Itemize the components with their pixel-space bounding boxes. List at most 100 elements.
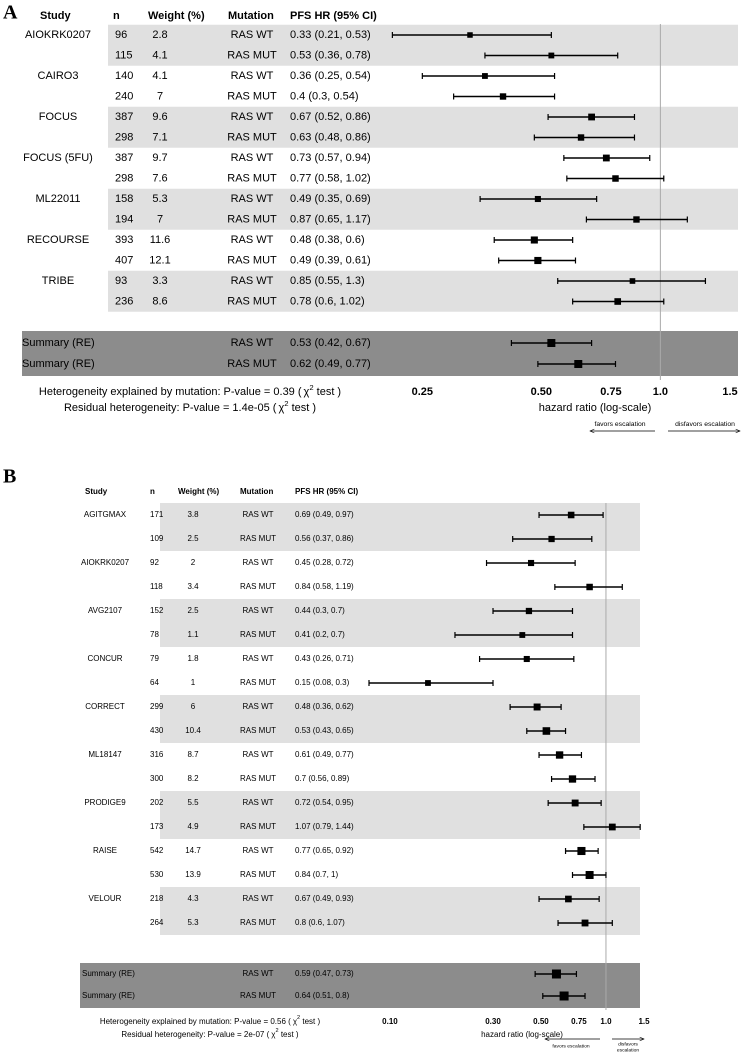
n-value: 387	[115, 111, 133, 123]
summary-hr-label: 0.59 (0.47, 0.73)	[295, 969, 354, 978]
n-value: 171	[150, 510, 164, 519]
study-point	[467, 32, 473, 38]
mutation: RAS WT	[242, 798, 273, 807]
study-name: CAIRO3	[38, 70, 79, 82]
study-name: AGITGMAX	[84, 510, 127, 519]
summary-hr-label: 0.62 (0.49, 0.77)	[290, 358, 371, 370]
weight-value: 6	[191, 702, 196, 711]
weight-value: 7.1	[152, 131, 167, 143]
study-point	[555, 751, 564, 759]
x-axis-label: hazard ratio (log-scale)	[481, 1030, 563, 1039]
hr-label: 0.4 (0.3, 0.54)	[290, 90, 359, 102]
hr-label: 0.69 (0.49, 0.97)	[295, 510, 354, 519]
mutation: RAS MUT	[227, 254, 277, 266]
study-point	[525, 607, 533, 615]
study-point	[533, 703, 541, 711]
n-value: 299	[150, 702, 164, 711]
n-value: 542	[150, 846, 164, 855]
note-text: test )	[279, 1030, 299, 1039]
mutation: RAS WT	[242, 606, 273, 615]
study-point	[425, 680, 431, 686]
study-point	[530, 236, 538, 244]
study-point	[542, 727, 551, 735]
note-text: test )	[300, 1017, 320, 1026]
hr-label: 0.36 (0.25, 0.54)	[290, 70, 371, 82]
n-value: 118	[150, 582, 163, 591]
mutation: RAS WT	[242, 558, 273, 567]
mutation: RAS WT	[231, 234, 274, 246]
note-symbol: χ	[278, 402, 284, 414]
n-value: 79	[150, 654, 159, 663]
hr-label: 0.56 (0.37, 0.86)	[295, 534, 354, 543]
weight-value: 7	[157, 213, 163, 225]
study-name: ML18147	[88, 750, 122, 759]
note-sup: 2	[275, 1028, 278, 1034]
row-shade	[160, 887, 640, 935]
weight-value: 2.8	[152, 29, 167, 41]
n-value: 393	[115, 234, 133, 246]
weight-value: 12.1	[149, 254, 170, 266]
n-value: 218	[150, 894, 164, 903]
weight-value: 2.5	[187, 534, 199, 543]
hr-label: 0.61 (0.49, 0.77)	[295, 750, 354, 759]
heterogeneity-note: Residual heterogeneity: P-value = 1.4e-0…	[64, 399, 316, 414]
weight-value: 5.3	[187, 918, 199, 927]
hr-label: 0.45 (0.28, 0.72)	[295, 558, 354, 567]
mutation: RAS WT	[231, 70, 274, 82]
mutation: RAS WT	[242, 702, 273, 711]
summary-label: Summary (RE)	[22, 358, 95, 370]
mutation: RAS WT	[242, 654, 273, 663]
x-axis-label: hazard ratio (log-scale)	[539, 402, 652, 414]
hr-label: 0.49 (0.39, 0.61)	[290, 254, 371, 266]
n-value: 236	[115, 295, 133, 307]
hr-label: 0.7 (0.56, 0.89)	[295, 774, 350, 783]
study-name: CONCUR	[87, 654, 122, 663]
mutation: RAS MUT	[240, 630, 276, 639]
weight-value: 9.7	[152, 152, 167, 164]
mutation: RAS WT	[231, 29, 274, 41]
n-value: 92	[150, 558, 159, 567]
column-header: PFS HR (95% CI)	[290, 10, 377, 22]
n-value: 173	[150, 822, 164, 831]
arrow-label: favors escalation	[552, 1043, 589, 1049]
weight-value: 7	[157, 90, 163, 102]
weight-value: 11.6	[150, 234, 171, 246]
hr-label: 0.85 (0.55, 1.3)	[290, 275, 365, 287]
weight-value: 4.9	[187, 822, 199, 831]
n-value: 264	[150, 918, 164, 927]
weight-value: 13.9	[185, 870, 201, 879]
weight-value: 1	[191, 678, 196, 687]
study-name: PRODIGE9	[84, 798, 126, 807]
hr-label: 0.63 (0.48, 0.86)	[290, 131, 371, 143]
study-point	[567, 511, 575, 519]
study-point	[565, 895, 572, 903]
mutation: RAS MUT	[240, 918, 276, 927]
column-header: Study	[85, 487, 108, 496]
summary-point	[574, 360, 583, 368]
study-name: RECOURSE	[27, 234, 89, 246]
mutation: RAS MUT	[227, 90, 277, 102]
weight-value: 8.2	[187, 774, 199, 783]
heterogeneity-note: Heterogeneity explained by mutation: P-v…	[100, 1015, 321, 1026]
heterogeneity-note: Residual heterogeneity: P-value = 2e-07 …	[121, 1028, 299, 1039]
mutation: RAS WT	[242, 894, 273, 903]
summary-point	[559, 991, 569, 1001]
heterogeneity-note: Heterogeneity explained by mutation: P-v…	[39, 383, 341, 398]
n-value: 96	[115, 29, 127, 41]
mutation: RAS WT	[231, 275, 274, 287]
note-symbol: χ	[293, 1017, 298, 1026]
n-value: 202	[150, 798, 164, 807]
mutation: RAS MUT	[240, 774, 276, 783]
note-sup: 2	[309, 383, 313, 392]
summary-label: Summary (RE)	[82, 991, 135, 1000]
hr-label: 0.87 (0.65, 1.17)	[290, 213, 371, 225]
study-name: CORRECT	[85, 702, 125, 711]
mutation: RAS MUT	[240, 870, 276, 879]
weight-value: 5.3	[152, 193, 167, 205]
hr-label: 0.67 (0.52, 0.86)	[290, 111, 371, 123]
row-shade	[160, 791, 640, 839]
mutation: RAS WT	[231, 111, 274, 123]
n-value: 140	[115, 70, 133, 82]
study-point	[527, 559, 535, 567]
n-value: 64	[150, 678, 159, 687]
